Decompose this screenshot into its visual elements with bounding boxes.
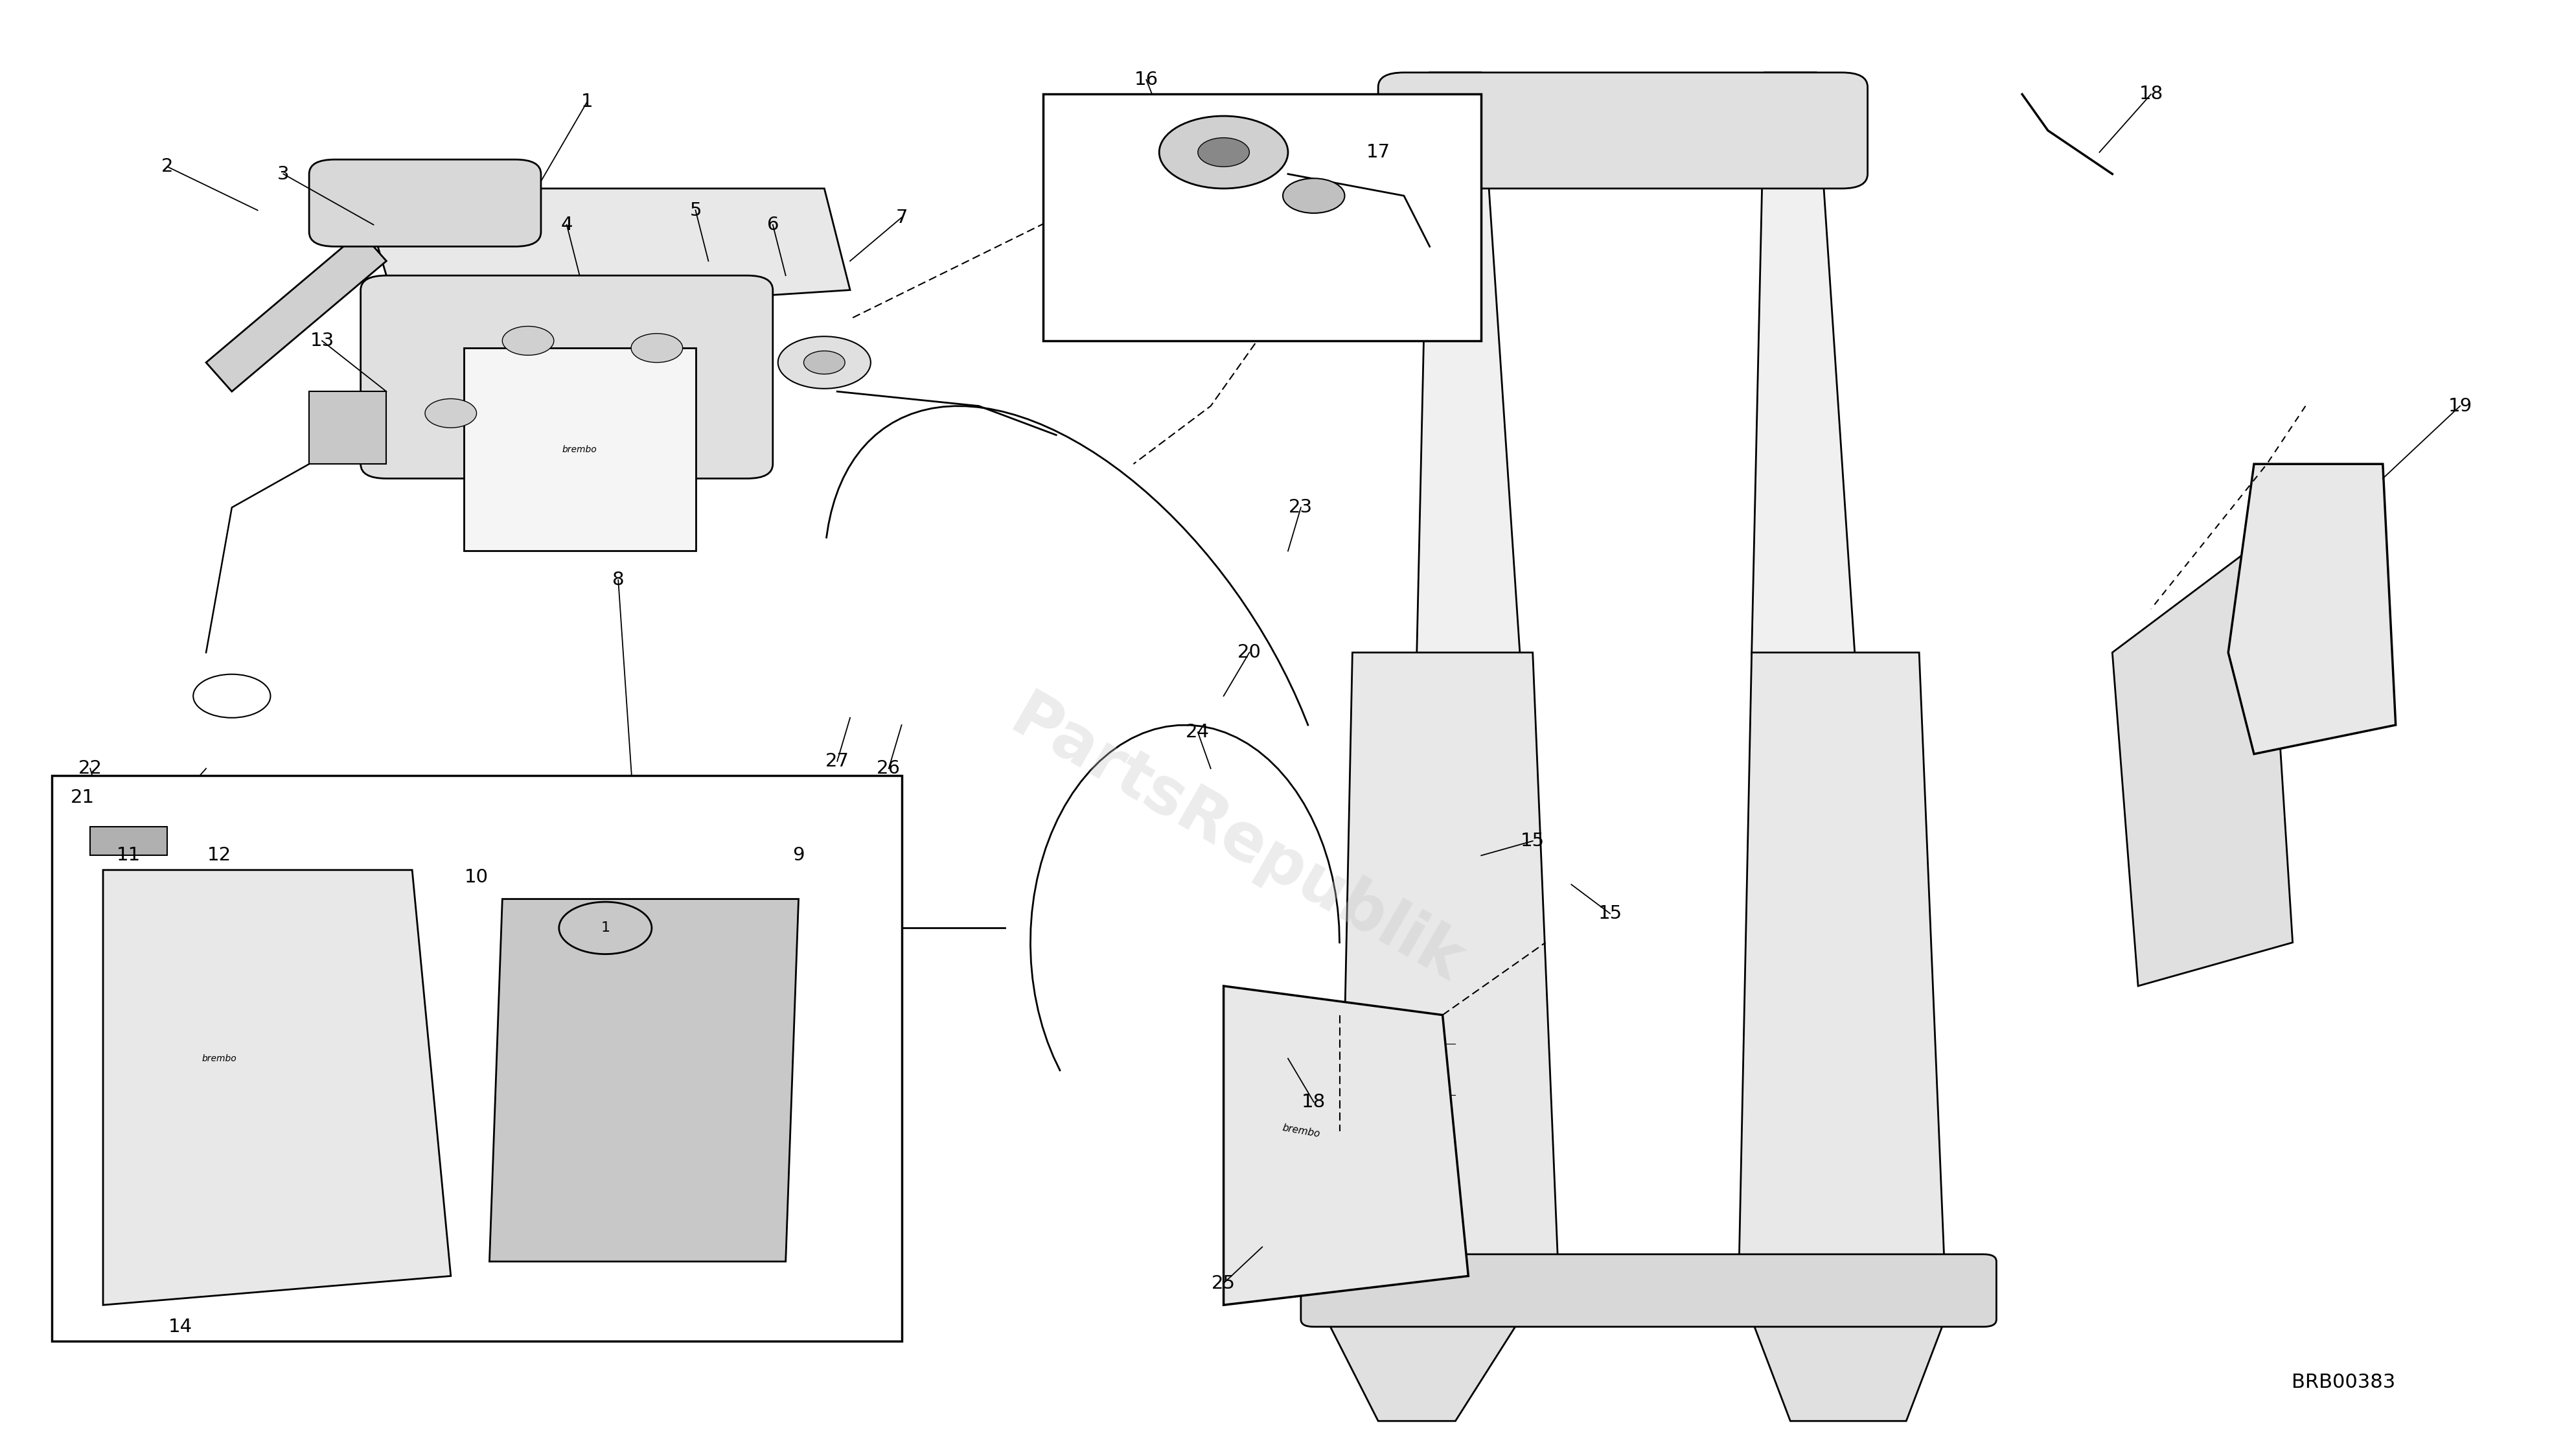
- Circle shape: [1159, 116, 1288, 188]
- Text: 26: 26: [876, 760, 902, 777]
- Text: brembo: brembo: [201, 1054, 237, 1063]
- Text: 10: 10: [464, 869, 489, 886]
- Polygon shape: [103, 870, 451, 1305]
- Text: 21: 21: [70, 789, 95, 806]
- Circle shape: [1198, 138, 1249, 167]
- FancyBboxPatch shape: [1043, 94, 1481, 341]
- Circle shape: [631, 334, 683, 362]
- Polygon shape: [90, 826, 167, 855]
- Text: BRB00383: BRB00383: [2293, 1373, 2396, 1392]
- Polygon shape: [206, 232, 386, 391]
- Text: 15: 15: [1520, 832, 1546, 850]
- Polygon shape: [489, 899, 799, 1261]
- Text: 12: 12: [206, 847, 232, 864]
- Text: 13: 13: [309, 332, 335, 349]
- Text: 8: 8: [613, 571, 623, 589]
- Text: 25: 25: [1211, 1275, 1236, 1292]
- Text: 22: 22: [77, 760, 103, 777]
- Text: 23: 23: [1288, 499, 1314, 516]
- Text: 20: 20: [1236, 644, 1262, 661]
- Text: 14: 14: [167, 1318, 193, 1335]
- Text: 16: 16: [1133, 71, 1159, 88]
- FancyBboxPatch shape: [52, 776, 902, 1341]
- Polygon shape: [1224, 986, 1468, 1305]
- Text: 11: 11: [116, 847, 142, 864]
- Text: 27: 27: [824, 753, 850, 770]
- Text: 17: 17: [1365, 144, 1391, 161]
- Polygon shape: [464, 348, 696, 551]
- Polygon shape: [1340, 652, 1558, 1276]
- Polygon shape: [1752, 72, 1855, 1305]
- Text: brembo: brembo: [562, 445, 598, 454]
- Text: 6: 6: [768, 216, 778, 233]
- Polygon shape: [2112, 536, 2293, 986]
- Polygon shape: [1417, 72, 1520, 1305]
- Text: 15: 15: [1597, 905, 1623, 922]
- Circle shape: [502, 326, 554, 355]
- FancyBboxPatch shape: [1378, 72, 1868, 188]
- Circle shape: [804, 351, 845, 374]
- Polygon shape: [309, 391, 386, 464]
- FancyBboxPatch shape: [361, 276, 773, 478]
- Circle shape: [425, 399, 477, 428]
- Text: 1: 1: [582, 93, 592, 110]
- Text: 1: 1: [600, 922, 611, 934]
- Text: 5: 5: [690, 202, 701, 219]
- Text: 7: 7: [896, 209, 907, 226]
- Polygon shape: [1752, 1320, 1945, 1421]
- Text: 2: 2: [162, 158, 173, 175]
- Circle shape: [778, 336, 871, 389]
- Circle shape: [1283, 178, 1345, 213]
- Text: 18: 18: [1301, 1093, 1327, 1111]
- Polygon shape: [2228, 464, 2396, 754]
- Text: 4: 4: [562, 216, 572, 233]
- Text: 3: 3: [278, 165, 289, 183]
- Text: 18: 18: [2138, 86, 2164, 103]
- Polygon shape: [1739, 652, 1945, 1276]
- Text: 19: 19: [2447, 397, 2473, 415]
- Text: 24: 24: [1185, 724, 1211, 741]
- FancyBboxPatch shape: [1301, 1254, 1996, 1327]
- Polygon shape: [1327, 1320, 1520, 1421]
- Text: 9: 9: [793, 847, 804, 864]
- Polygon shape: [361, 188, 850, 319]
- Text: PartsRepublik: PartsRepublik: [999, 686, 1473, 996]
- Text: brembo: brembo: [1280, 1122, 1321, 1140]
- FancyBboxPatch shape: [309, 160, 541, 246]
